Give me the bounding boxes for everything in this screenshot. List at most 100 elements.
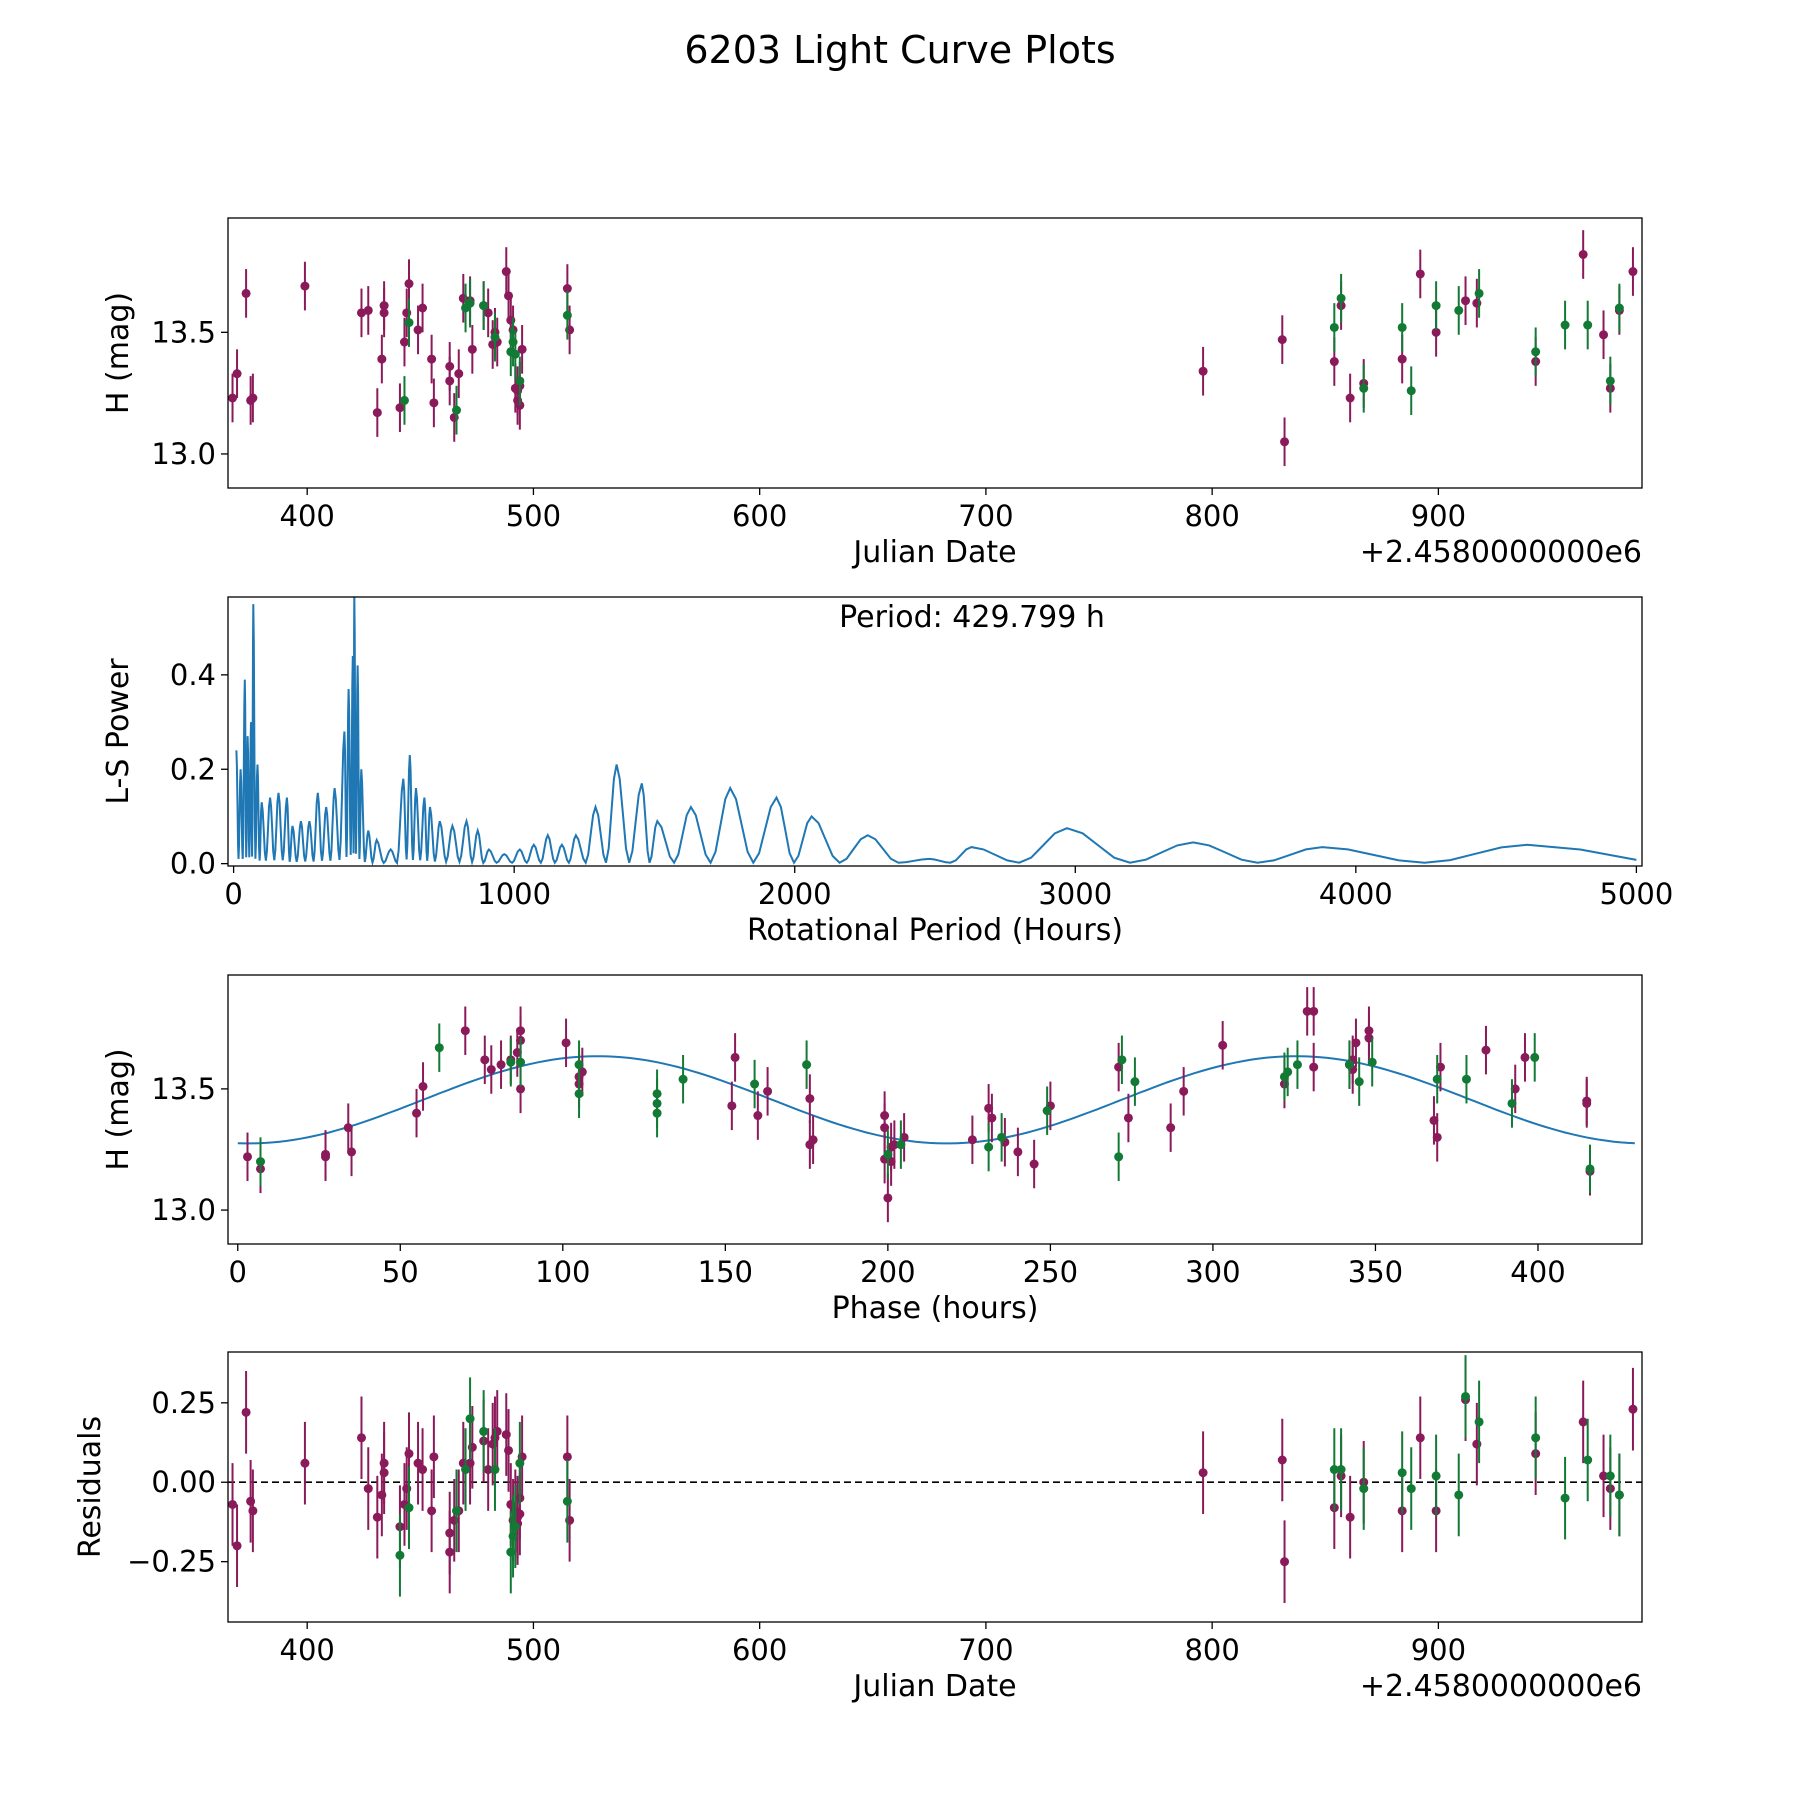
panel-phased: 0 50 100 150 200 250 300 350 400 13.0 13.5 Phase (h… (101, 974, 1643, 1326)
data-point (356, 308, 366, 318)
data-point (1029, 1159, 1039, 1169)
data-point (241, 288, 251, 298)
data-point (1461, 296, 1471, 306)
data-point (730, 1052, 740, 1062)
data-point (1345, 1512, 1355, 1522)
data-point (808, 1135, 818, 1145)
data-point (984, 1103, 994, 1113)
data-point (1461, 1074, 1471, 1084)
data-point (1280, 1557, 1290, 1567)
data-point (1583, 320, 1593, 330)
data-point (678, 1074, 688, 1084)
data-point (479, 301, 489, 311)
y-tick-label: 0.25 (151, 1386, 216, 1420)
data-point (1198, 366, 1208, 376)
x-tick-label: 0 (229, 1255, 247, 1289)
data-point (1454, 305, 1464, 315)
x-tick-label: 700 (958, 1633, 1013, 1667)
data-point (467, 344, 477, 354)
data-point (445, 1547, 455, 1557)
data-point (1280, 437, 1290, 447)
data-point (1406, 1484, 1416, 1494)
axis-offset-text: +2.4580000000e6 (1360, 1669, 1642, 1704)
y-axis-label: L-S Power (101, 658, 136, 805)
data-point (413, 325, 423, 335)
x-tick-label: 200 (860, 1255, 915, 1289)
data-point (1431, 327, 1441, 337)
data-point (1474, 288, 1484, 298)
data-point (1359, 383, 1369, 393)
data-point (574, 1060, 584, 1070)
data-point (1583, 1455, 1593, 1465)
data-point (1406, 386, 1416, 396)
data-point (1329, 322, 1339, 332)
y-tick-label: 13.0 (151, 1193, 216, 1227)
data-point (1578, 249, 1588, 259)
data-point (490, 1465, 500, 1475)
data-point (515, 1509, 525, 1519)
data-point (1345, 393, 1355, 403)
series-band-1 (243, 987, 1595, 1223)
data-point (562, 310, 572, 320)
x-tick-label: 900 (1411, 1633, 1466, 1667)
data-point (363, 1484, 373, 1494)
data-point (1431, 301, 1441, 311)
plot-frame (227, 596, 1643, 867)
data-points (228, 1355, 1638, 1603)
y-tick-label: −0.25 (127, 1545, 216, 1579)
x-tick-label: 400 (280, 1633, 335, 1667)
data-point (1605, 376, 1615, 386)
data-point (1415, 269, 1425, 279)
data-point (750, 1079, 760, 1089)
y-tick-label: 0.0 (170, 847, 216, 881)
data-point (1336, 1465, 1346, 1475)
series-band-2 (395, 1355, 1624, 1597)
data-point (418, 1081, 428, 1091)
data-point (412, 1108, 422, 1118)
x-axis-label: Julian Date (851, 1669, 1016, 1704)
data-point (232, 369, 242, 379)
series-band-1 (228, 1358, 1638, 1603)
x-tick-label: 800 (1184, 1633, 1239, 1667)
data-point (763, 1086, 773, 1096)
data-point (399, 337, 409, 347)
series-band-1 (228, 230, 1638, 467)
data-point (404, 1449, 414, 1459)
data-point (1367, 1057, 1377, 1067)
data-point (1431, 1471, 1441, 1481)
data-point (356, 1433, 366, 1443)
x-tick-label: 1000 (477, 877, 551, 911)
data-point (377, 354, 387, 364)
data-point (1277, 335, 1287, 345)
data-point (496, 1060, 506, 1070)
y-axis-label: H (mag) (101, 292, 136, 414)
data-point (379, 1468, 389, 1478)
data-point (479, 1426, 489, 1436)
data-point (984, 1142, 994, 1152)
data-point (510, 1522, 520, 1532)
data-point (480, 1055, 490, 1065)
data-point (1130, 1077, 1140, 1087)
model-curve (237, 1055, 1635, 1145)
y-tick-label: 0.2 (170, 752, 216, 786)
data-point (483, 1465, 493, 1475)
data-point (1585, 1164, 1595, 1174)
data-point (321, 1152, 331, 1162)
data-point (429, 398, 439, 408)
data-point (363, 305, 373, 315)
data-point (1397, 1468, 1407, 1478)
data-point (1114, 1062, 1124, 1072)
data-point (1042, 1106, 1052, 1116)
data-point (248, 393, 258, 403)
data-point (1628, 267, 1638, 277)
data-point (1114, 1152, 1124, 1162)
data-point (1531, 347, 1541, 357)
period-annotation: Period: 429.799 h (839, 600, 1105, 635)
data-point (1329, 1465, 1339, 1475)
data-point (454, 369, 464, 379)
series-band-2 (399, 269, 1624, 435)
data-point (1530, 1052, 1540, 1062)
data-point (1309, 1062, 1319, 1072)
data-point (506, 1057, 516, 1067)
data-point (504, 1445, 514, 1455)
